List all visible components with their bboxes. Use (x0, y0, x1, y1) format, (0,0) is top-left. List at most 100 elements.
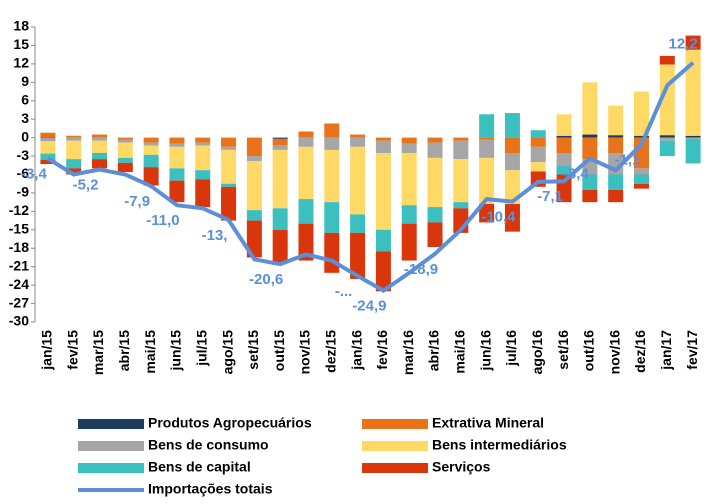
data-label: -20,6 (249, 271, 283, 288)
y-tick-label: 12 (13, 55, 29, 71)
bar-segment (608, 105, 624, 136)
bar-segment (608, 135, 624, 138)
bar-segment (40, 137, 56, 139)
y-tick-label: 15 (13, 36, 29, 52)
legend-label: Bens de consumo (148, 437, 269, 453)
bar-segment (556, 137, 572, 153)
data-label: -7,9 (124, 193, 150, 210)
bar-segment (272, 229, 288, 264)
x-tick-label: jun/16 (477, 330, 493, 372)
bar-segment (401, 152, 417, 206)
data-label: -3,4 (563, 165, 590, 182)
bar-segment (504, 137, 520, 153)
bar-segment (117, 139, 133, 143)
bar-segment (504, 204, 520, 232)
legend-swatch (362, 441, 428, 451)
bar-segment (195, 170, 211, 180)
x-tick-label: out/16 (581, 330, 597, 371)
bar-segment (40, 141, 56, 154)
bar-segment (504, 113, 520, 138)
bar-segment (221, 137, 237, 147)
x-tick-label: jan/17 (658, 330, 674, 371)
bar-segment (117, 162, 133, 173)
bar-segment (582, 189, 598, 203)
bar-segment (350, 134, 366, 138)
bar-segment (298, 223, 314, 261)
bar-segment (608, 137, 624, 153)
data-label: -24,9 (352, 298, 386, 315)
bar-segment (453, 140, 469, 160)
x-tick-label: jun/15 (168, 330, 184, 372)
x-tick-label: set/16 (555, 330, 571, 370)
bar-segment (633, 183, 649, 189)
x-tick-label: out/15 (271, 330, 287, 371)
x-tick-label: nov/16 (606, 330, 622, 375)
bar-segment (221, 183, 237, 187)
data-label: -7,1 (537, 188, 563, 205)
bar-segment (169, 168, 185, 181)
bar-segment (169, 180, 185, 203)
bar-segment (375, 251, 391, 292)
bar-segment (633, 135, 649, 138)
bar-segment (324, 123, 340, 138)
bar-segment (530, 146, 546, 163)
bar-segment (169, 137, 185, 144)
x-tick-label: fev/15 (64, 330, 80, 370)
y-tick-label: -3 (17, 147, 30, 163)
bar-segment (530, 137, 546, 147)
bar-segment (143, 142, 159, 146)
bar-segment (272, 208, 288, 230)
x-tick-label: set/15 (245, 330, 261, 370)
bar-segment (582, 82, 598, 135)
y-tick-label: 9 (21, 73, 29, 89)
data-label: -11,0 (146, 212, 179, 229)
bar-segment (66, 168, 82, 175)
bar-segment (324, 232, 340, 273)
legend-label: Bens de capital (148, 459, 251, 475)
y-tick-label: 6 (21, 91, 29, 107)
bar-segment (117, 157, 133, 163)
bar-segment (143, 154, 159, 168)
bar-segment (195, 137, 211, 143)
y-tick-label: -15 (9, 221, 29, 237)
bar-segment (608, 174, 624, 190)
bar-segment (92, 134, 108, 138)
x-tick-label: ago/16 (529, 330, 545, 375)
x-tick-label: dez/15 (322, 330, 338, 373)
bar-segment (195, 179, 211, 208)
bar-segment (40, 153, 56, 160)
y-tick-label: -9 (17, 184, 30, 200)
bar-segment (401, 137, 417, 144)
bar-segment (685, 138, 701, 164)
bar-segment (427, 142, 443, 158)
bar-segment (246, 156, 262, 161)
bar-segment (427, 137, 443, 143)
bar-segment (272, 137, 288, 139)
bar-segment (92, 152, 108, 160)
bar-segment (530, 130, 546, 138)
y-tick-label: -18 (9, 239, 29, 255)
y-tick-label: 18 (13, 18, 29, 34)
data-label: -5,2 (73, 177, 99, 194)
bar-segment (375, 137, 391, 141)
legend-label: Bens intermediários (432, 437, 567, 453)
bar-segment (401, 205, 417, 224)
bar-segment (375, 152, 391, 230)
bar-segment (479, 157, 495, 204)
bar-segment (659, 55, 675, 65)
bar-segment (582, 137, 598, 160)
bar-segment (221, 146, 237, 150)
x-tick-label: mai/16 (452, 330, 468, 374)
bar-segment (504, 152, 520, 171)
legend-swatch (78, 463, 144, 473)
bar-segment (298, 131, 314, 138)
x-tick-label: fev/17 (684, 330, 700, 370)
x-tick-label: abr/15 (116, 330, 132, 371)
bar-segment (143, 137, 159, 143)
x-tick-label: mai/15 (142, 330, 158, 374)
bar-segment (40, 132, 56, 138)
x-tick-label: mar/16 (400, 330, 416, 375)
bar-segment (659, 135, 675, 138)
legend-swatch (78, 441, 144, 451)
